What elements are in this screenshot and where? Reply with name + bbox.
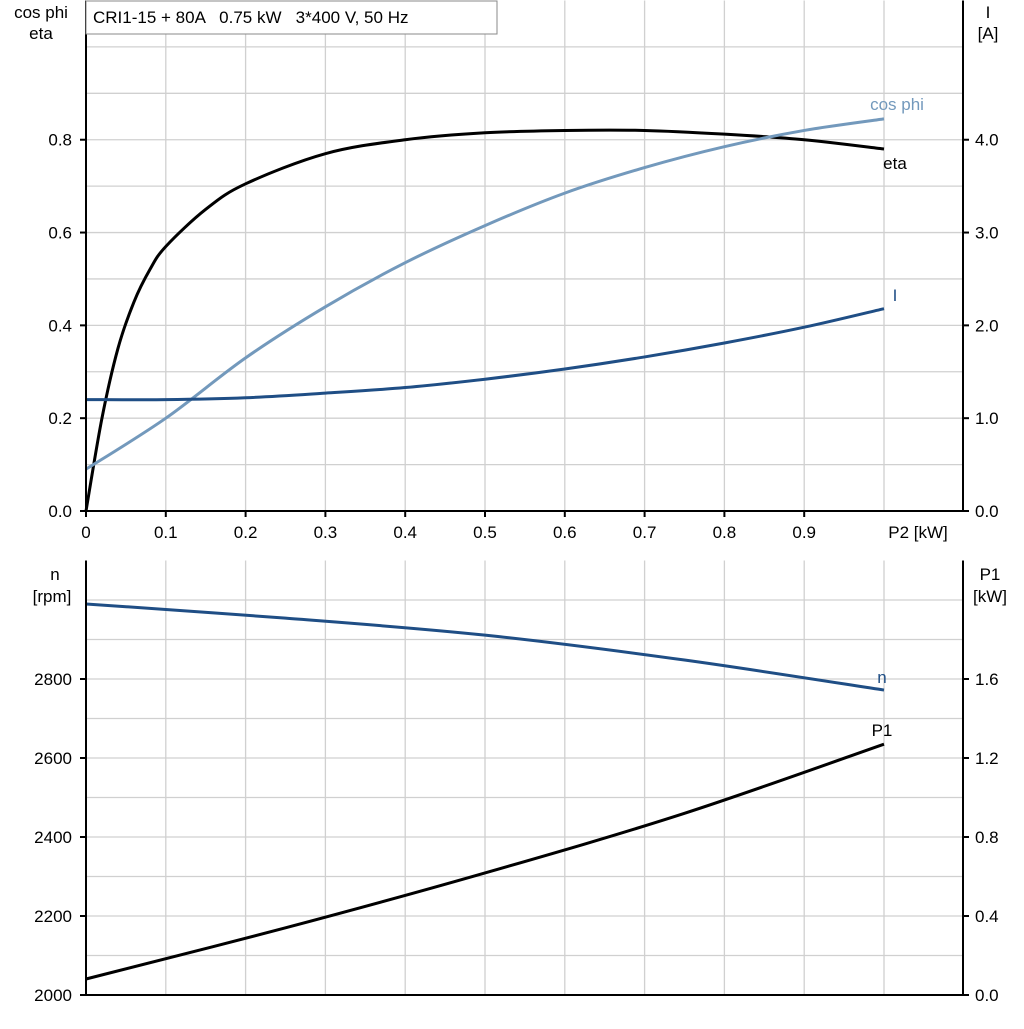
series-P1-label: P1 <box>872 721 893 740</box>
x-tick-label: 0.6 <box>553 523 577 542</box>
x-tick-label: 0.7 <box>633 523 657 542</box>
chart-title: CRI1-15 + 80A 0.75 kW 3*400 V, 50 Hz <box>93 8 408 27</box>
x-tick-label: 0.3 <box>314 523 338 542</box>
series-eta-label: eta <box>883 154 907 173</box>
x-tick-label: 0.2 <box>234 523 258 542</box>
y-tick-label-left: 0.8 <box>48 131 72 150</box>
y-tick-label-left: 2200 <box>34 907 72 926</box>
y-tick-label-left: 0.0 <box>48 502 72 521</box>
series-cos-phi-line <box>85 117 885 471</box>
y-tick-label-left: 2800 <box>34 670 72 689</box>
y-tick-label-right: 1.0 <box>975 409 999 428</box>
bottom-left-axis-label-2: [rpm] <box>33 587 72 606</box>
top-left-axis-label-2: eta <box>29 24 53 43</box>
y-tick-label-left: 2400 <box>34 828 72 847</box>
x-tick-label: 0.1 <box>154 523 178 542</box>
y-tick-label-left: 2600 <box>34 749 72 768</box>
top-right-axis-label-2: [A] <box>978 24 999 43</box>
series-I-line <box>85 307 885 402</box>
bottom-right-axis-label-2: [kW] <box>973 587 1007 606</box>
series-cos-phi-label: cos phi <box>870 95 924 114</box>
series-I-label: I <box>893 286 898 305</box>
y-tick-label-right: 2.0 <box>975 316 999 335</box>
x-tick-label: 0 <box>81 523 90 542</box>
x-tick-label: 0.4 <box>393 523 417 542</box>
bottom-left-axis-label-1: n <box>50 565 59 584</box>
axes <box>80 0 969 996</box>
top-left-axis-label-1: cos phi <box>14 3 68 22</box>
y-tick-label-right: 1.2 <box>975 749 999 768</box>
series-P1-line <box>85 742 885 981</box>
x-tick-label: 0.5 <box>473 523 497 542</box>
x-tick-label: 0.8 <box>713 523 737 542</box>
y-tick-label-right: 0.8 <box>975 828 999 847</box>
series-n-line <box>85 602 885 692</box>
y-tick-label-right: 1.6 <box>975 670 999 689</box>
bottom-grid <box>86 560 963 995</box>
y-tick-label-right: 0.4 <box>975 907 999 926</box>
bottom-right-axis-label-1: P1 <box>980 565 1001 584</box>
y-tick-label-left: 0.6 <box>48 224 72 243</box>
y-tick-label-left: 0.2 <box>48 409 72 428</box>
series-n-label: n <box>877 668 886 687</box>
x-axis-label: P2 [kW] <box>888 523 948 542</box>
y-tick-label-right: 0.0 <box>975 502 999 521</box>
y-tick-label-right: 4.0 <box>975 131 999 150</box>
series-eta-line <box>84 128 885 512</box>
curves: eta cos phi In P1 <box>84 95 924 981</box>
top-grid <box>86 0 963 511</box>
title-box <box>85 0 498 35</box>
y-tick-label-right: 0.0 <box>975 986 999 1005</box>
top-right-axis-label-1: I <box>986 3 991 22</box>
x-tick-label: 0.9 <box>792 523 816 542</box>
y-tick-label-left: 2000 <box>34 986 72 1005</box>
tick-labels: 0.0 0.2 0.4 0.6 0.8 0.0 1.0 2.0 3.0 4.0 0 0.1 0.2 0.3… <box>34 131 998 1005</box>
y-tick-label-left: 0.4 <box>48 316 72 335</box>
y-tick-label-right: 3.0 <box>975 224 999 243</box>
